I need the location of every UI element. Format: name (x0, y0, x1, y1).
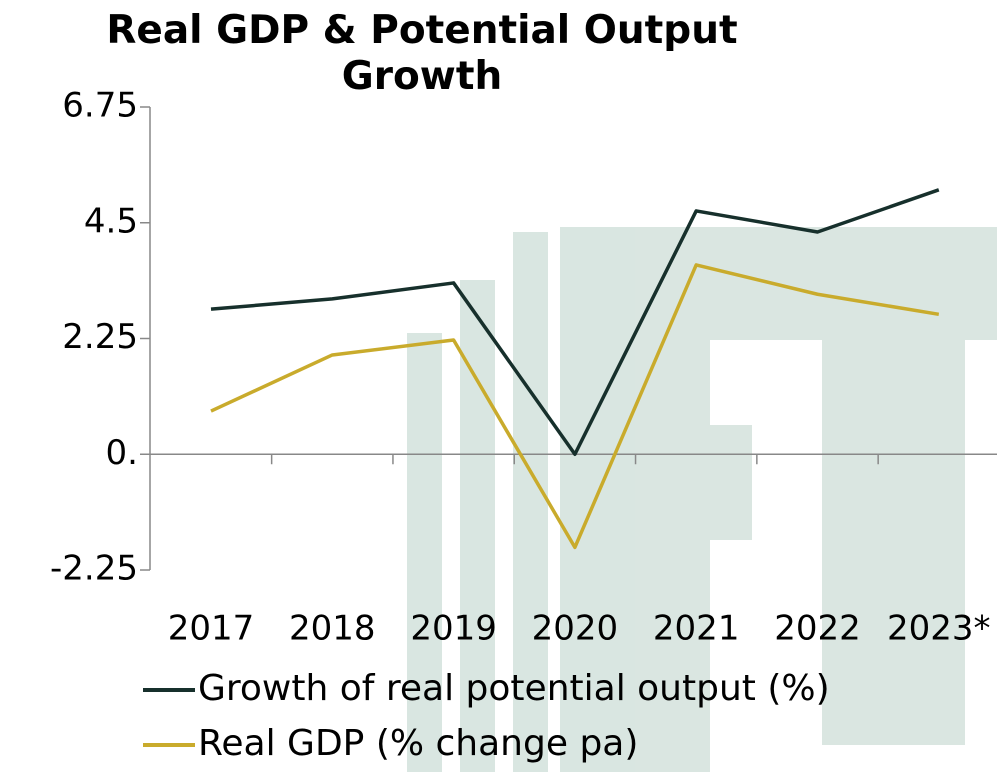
x-tick-label: 2020 (532, 609, 619, 649)
y-tick-label: 4.5 (84, 201, 138, 241)
x-tick-label: 2023* (887, 609, 991, 649)
x-tick-label: 2017 (168, 609, 255, 649)
y-tick-label: 2.25 (62, 317, 138, 357)
x-tick-label: 2022 (774, 609, 861, 649)
series-line (210, 188, 940, 456)
y-tick-label: 6.75 (62, 86, 138, 126)
x-tick-label: 2019 (410, 609, 497, 649)
x-tick-label: 2018 (289, 609, 376, 649)
y-tick-label: -2.25 (50, 549, 138, 589)
chart-title: Real GDP & Potential Output Growth (106, 8, 738, 99)
legend-label: Real GDP (% change pa) (198, 723, 638, 764)
series-line (210, 263, 940, 550)
y-tick-label: 0. (106, 433, 138, 473)
watermark (407, 227, 997, 772)
legend-label: Growth of real potential output (%) (198, 668, 830, 709)
x-tick-label: 2021 (653, 609, 740, 649)
